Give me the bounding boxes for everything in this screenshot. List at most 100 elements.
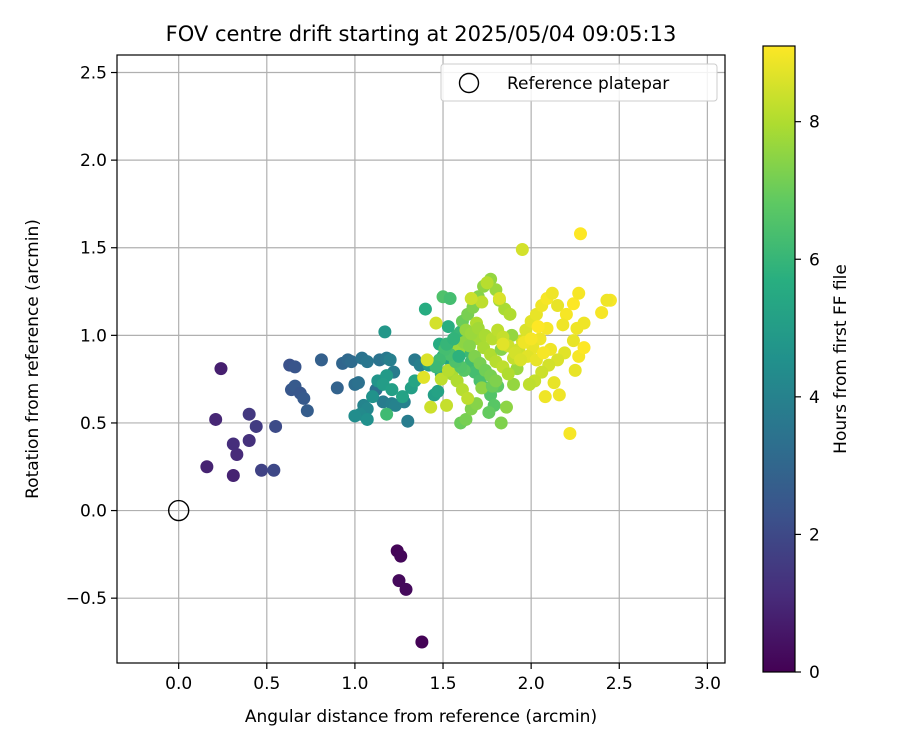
colorbar-ticks: 0 2 4 6 8 (795, 113, 820, 683)
scatter-point (401, 414, 415, 428)
scatter-point (522, 377, 536, 391)
scatter-point (399, 582, 413, 596)
scatter-point (551, 299, 565, 313)
y-tick-label: 2.0 (80, 151, 107, 171)
scatter-point (417, 370, 431, 384)
scatter-point (297, 391, 311, 405)
scatter-point (420, 353, 434, 367)
plot-frame (116, 54, 726, 664)
chart-title: FOV centre drift starting at 2025/05/04 … (166, 22, 677, 46)
scatter-point (230, 447, 244, 461)
scatter-point (552, 388, 566, 402)
scatter-point (348, 409, 362, 423)
x-axis-label: Angular distance from reference (arcmin) (245, 707, 597, 727)
y-tick-label: 2.5 (80, 64, 107, 84)
scatter-point (600, 293, 614, 307)
reference-platepar-marker (167, 499, 190, 522)
scatter-point (351, 376, 365, 390)
scatter-point (566, 297, 580, 311)
scatter-point (366, 390, 380, 404)
scatter-point (288, 360, 302, 374)
scatter-point (462, 339, 476, 353)
scatter-point (383, 353, 397, 367)
scatter-point (378, 325, 392, 339)
scatter-point (538, 390, 552, 404)
scatter-point (314, 353, 328, 367)
scatter-point (269, 419, 283, 433)
y-tick-label: 0.5 (80, 414, 107, 434)
scatter-point (249, 419, 263, 433)
y-axis-label: Rotation from reference (arcmin) (23, 219, 43, 499)
scatter-point (570, 321, 584, 335)
x-tick-label: 1.5 (430, 674, 457, 694)
scatter-point (360, 355, 374, 369)
colorbar-label: Hours from first FF file (831, 264, 851, 454)
colorbar-tick-label: 6 (809, 250, 820, 270)
scatter-point (431, 384, 445, 398)
y-tick-label: 1.5 (80, 239, 107, 259)
scatter-point (531, 320, 545, 334)
scatter-point (429, 316, 443, 330)
scatter-point (255, 463, 269, 477)
scatter-point (242, 407, 256, 421)
scatter-point (441, 320, 455, 334)
legend-entry: Reference platepar (507, 74, 669, 94)
x-tick-label: 0.0 (165, 674, 192, 694)
scatter-point (267, 463, 281, 477)
legend-box (440, 63, 718, 102)
scatter-point (415, 635, 429, 649)
x-axis: 0.0 0.5 1.0 1.5 2.0 2.5 3.0 (165, 663, 721, 694)
scatter-point (447, 332, 461, 346)
scatter-point (559, 307, 573, 321)
x-tick-label: 0.5 (253, 674, 280, 694)
scatter-point (344, 355, 358, 369)
reference-point (167, 499, 190, 522)
x-tick-label: 1.0 (341, 674, 368, 694)
scatter-point (524, 332, 538, 346)
scatter-point (429, 360, 443, 374)
scatter-point (545, 286, 559, 300)
scatter-point (418, 302, 432, 316)
scatter-point (568, 363, 582, 377)
scatter-point (475, 381, 489, 395)
scatter-point (572, 286, 586, 300)
scatter-point (395, 390, 409, 404)
scatter-point (535, 365, 549, 379)
scatter-point (566, 334, 580, 348)
y-tick-label: 0.0 (80, 502, 107, 522)
colorbar-tick-label: 4 (809, 388, 820, 408)
y-tick-label: −0.5 (66, 589, 107, 609)
scatter-point (226, 437, 240, 451)
scatter-point (595, 306, 609, 320)
scatter-point (394, 549, 408, 563)
scatter-point (459, 412, 473, 426)
scatter-point (200, 460, 214, 474)
scatter-point (492, 292, 506, 306)
scatter-point (547, 376, 561, 390)
scatter-point (536, 346, 550, 360)
scatter-point (380, 407, 394, 421)
scatter-point (209, 412, 223, 426)
colorbar-tick-label: 8 (809, 113, 820, 133)
colorbar-gradient (762, 45, 796, 673)
scatter-point (515, 242, 529, 256)
scatter-point (480, 276, 494, 290)
scatter-point (242, 433, 256, 447)
scatter-point (330, 381, 344, 395)
scatter-point (556, 318, 570, 332)
scatter-point (452, 349, 466, 363)
legend-marker (458, 72, 480, 94)
scatter-point (496, 337, 510, 351)
x-tick-label: 3.0 (694, 674, 721, 694)
scatter-point (440, 398, 454, 412)
scatter-point (443, 292, 457, 306)
scatter-point (461, 391, 475, 405)
y-tick-label: 1.0 (80, 326, 107, 346)
scatter-point (475, 295, 489, 309)
scatter-point (214, 362, 228, 376)
scatter-point (392, 574, 406, 588)
x-tick-label: 2.5 (606, 674, 633, 694)
scatter-point (489, 374, 503, 388)
scatter-point (360, 412, 374, 426)
